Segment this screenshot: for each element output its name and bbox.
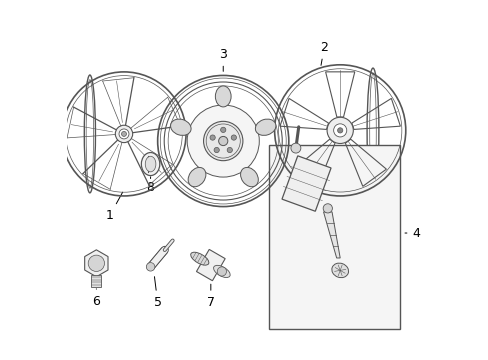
Circle shape: [209, 135, 215, 140]
Ellipse shape: [215, 86, 231, 107]
Circle shape: [88, 255, 104, 271]
Circle shape: [323, 204, 332, 213]
Circle shape: [220, 127, 225, 132]
Ellipse shape: [145, 156, 156, 172]
Ellipse shape: [190, 252, 208, 265]
Circle shape: [337, 128, 342, 133]
Circle shape: [333, 124, 346, 137]
Text: 7: 7: [206, 284, 214, 309]
Ellipse shape: [240, 167, 258, 187]
Circle shape: [231, 135, 236, 140]
Text: 6: 6: [92, 289, 100, 308]
Circle shape: [115, 125, 132, 143]
Circle shape: [187, 105, 259, 177]
Text: 2: 2: [320, 41, 327, 66]
Text: 4: 4: [404, 226, 420, 239]
Text: 8: 8: [146, 177, 154, 194]
Circle shape: [227, 147, 232, 153]
Ellipse shape: [141, 153, 160, 176]
Bar: [91, 275, 101, 287]
Polygon shape: [323, 212, 340, 258]
Text: 5: 5: [153, 277, 162, 309]
Ellipse shape: [331, 263, 348, 278]
Ellipse shape: [255, 119, 275, 135]
Circle shape: [203, 121, 243, 161]
Circle shape: [217, 267, 226, 276]
Text: 3: 3: [219, 48, 227, 71]
Ellipse shape: [213, 265, 230, 278]
Circle shape: [146, 262, 155, 271]
Bar: [269, 145, 400, 329]
Text: 1: 1: [106, 192, 122, 222]
Ellipse shape: [188, 167, 205, 187]
Polygon shape: [84, 250, 108, 277]
Circle shape: [214, 147, 219, 153]
Circle shape: [121, 131, 126, 136]
Circle shape: [290, 143, 300, 153]
Polygon shape: [282, 156, 330, 211]
Circle shape: [218, 136, 227, 145]
Ellipse shape: [170, 119, 191, 135]
Circle shape: [119, 129, 129, 139]
Circle shape: [326, 117, 353, 144]
Polygon shape: [196, 249, 225, 281]
